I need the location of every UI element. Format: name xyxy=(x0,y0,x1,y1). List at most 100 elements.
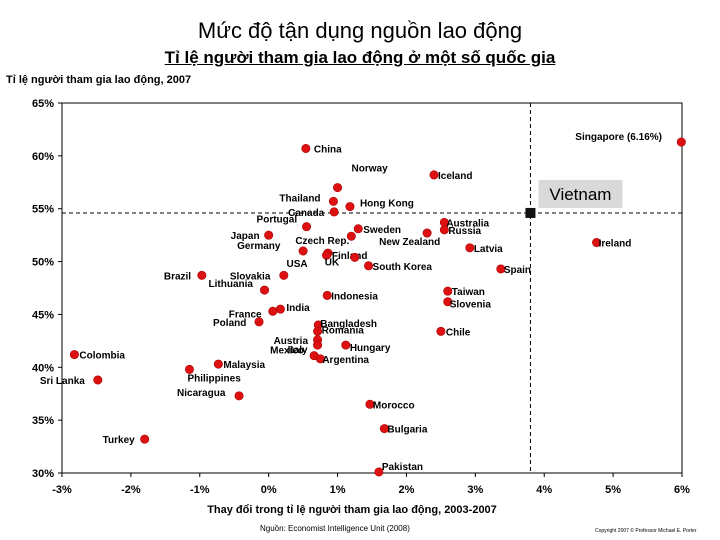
data-point-label: Colombia xyxy=(79,351,125,362)
data-point-label: Taiwan xyxy=(452,287,485,298)
y-tick-label: 50% xyxy=(32,257,54,269)
y-tick-label: 60% xyxy=(32,151,54,163)
x-tick-label: 6% xyxy=(674,484,690,496)
data-point xyxy=(443,297,453,307)
data-point xyxy=(592,238,602,248)
y-tick-label: 65% xyxy=(32,98,54,110)
data-point xyxy=(496,264,506,274)
copyright-note: Copyright 2007 © Professor Michael E. Po… xyxy=(595,528,697,534)
x-tick-label: 4% xyxy=(536,484,552,496)
data-point-label: Morocco xyxy=(373,400,415,411)
data-point-label: Iceland xyxy=(438,171,472,182)
highlight-marker xyxy=(525,207,536,218)
data-point xyxy=(379,424,389,434)
data-point-label: Malaysia xyxy=(223,360,265,371)
data-point xyxy=(465,243,475,253)
y-axis-label: Tỉ lệ người tham gia lao động, 2007 xyxy=(6,74,192,86)
data-point-label: Sri Lanka xyxy=(40,376,85,387)
data-point xyxy=(184,364,194,374)
data-point-label: Italy xyxy=(288,345,308,356)
data-point-label: Hong Kong xyxy=(360,199,414,210)
data-point xyxy=(234,391,244,401)
x-tick-label: -2% xyxy=(121,484,141,496)
data-point-label: Thailand xyxy=(279,193,320,204)
data-point-label: South Korea xyxy=(373,262,433,273)
data-point-label: Germany xyxy=(237,241,281,252)
data-point xyxy=(298,246,308,256)
data-point-label: Sweden xyxy=(363,225,401,236)
x-tick-label: 1% xyxy=(330,484,346,496)
data-point-label: Bulgaria xyxy=(387,425,427,436)
data-point-label: Mexico xyxy=(270,346,304,357)
data-point xyxy=(93,375,103,385)
data-point-label: France xyxy=(229,309,262,320)
data-point xyxy=(322,290,332,300)
data-point-label: Spain xyxy=(504,265,531,276)
data-point xyxy=(329,207,339,217)
x-tick-label: -1% xyxy=(190,484,210,496)
data-point-label: Finland xyxy=(332,251,368,262)
x-tick-label: 3% xyxy=(467,484,483,496)
data-point-label: Poland xyxy=(213,318,246,329)
data-point-label: Japan xyxy=(231,231,260,242)
data-point-label: Turkey xyxy=(103,435,135,446)
data-point-label: Philippines xyxy=(187,373,241,384)
data-point-label: Portugal xyxy=(257,215,298,226)
data-point xyxy=(322,250,332,260)
data-point-label: Australia xyxy=(446,218,489,229)
y-tick-label: 30% xyxy=(32,468,54,480)
x-tick-label: 0% xyxy=(261,484,277,496)
data-point-label: Bangladesh xyxy=(320,319,377,330)
data-point xyxy=(436,326,446,336)
data-point-label: Canada xyxy=(288,208,325,219)
data-point-label: Singapore (6.16%) xyxy=(575,132,662,143)
plot-frame xyxy=(61,102,683,474)
y-tick-label: 40% xyxy=(32,362,54,374)
data-point xyxy=(328,196,338,206)
chart-title: Mức độ tận dụng nguồn lao động xyxy=(197,18,523,43)
data-point-label: China xyxy=(314,144,342,155)
data-point xyxy=(197,270,207,280)
data-point-label: Argentina xyxy=(322,355,369,366)
x-tick-label: 2% xyxy=(398,484,414,496)
data-point xyxy=(69,350,79,360)
data-point-label: Austria xyxy=(274,336,309,347)
data-point-label: Czech Rep. xyxy=(295,236,349,247)
data-point xyxy=(140,434,150,444)
data-point-label: Latvia xyxy=(474,244,503,255)
data-point xyxy=(422,228,432,238)
x-tick-label: -3% xyxy=(52,484,72,496)
data-point xyxy=(254,317,264,327)
data-point xyxy=(341,340,351,350)
data-point-label: Brazil xyxy=(164,271,191,282)
data-point xyxy=(313,340,323,350)
data-point xyxy=(302,222,312,232)
data-point xyxy=(353,224,363,234)
data-point-label: Slovenia xyxy=(450,300,492,311)
data-point-label: Ireland xyxy=(599,239,632,250)
data-point xyxy=(275,304,285,314)
data-point xyxy=(279,270,289,280)
y-tick-label: 35% xyxy=(32,415,54,427)
data-point xyxy=(313,326,323,336)
highlight-label: Vietnam xyxy=(549,185,611,204)
data-point-label: Slovakia xyxy=(230,271,271,282)
data-point xyxy=(345,202,355,212)
data-point-label: USA xyxy=(287,259,308,270)
data-point-label: New Zealand xyxy=(379,237,440,248)
data-point xyxy=(676,137,686,147)
data-point xyxy=(333,183,343,193)
data-point xyxy=(264,230,274,240)
y-tick-label: 45% xyxy=(32,309,54,321)
data-point-label: Nicaragua xyxy=(177,388,226,399)
data-point-label: UK xyxy=(325,257,340,268)
chart-subtitle: Tỉ lệ người tham gia lao động ở một số q… xyxy=(164,48,556,67)
data-point xyxy=(374,467,384,477)
data-point-label: Russia xyxy=(448,226,481,237)
data-point xyxy=(346,231,356,241)
data-point xyxy=(429,170,439,180)
data-point-label: Chile xyxy=(446,327,471,338)
x-tick-label: 5% xyxy=(605,484,621,496)
highlight-label-box xyxy=(538,179,623,208)
